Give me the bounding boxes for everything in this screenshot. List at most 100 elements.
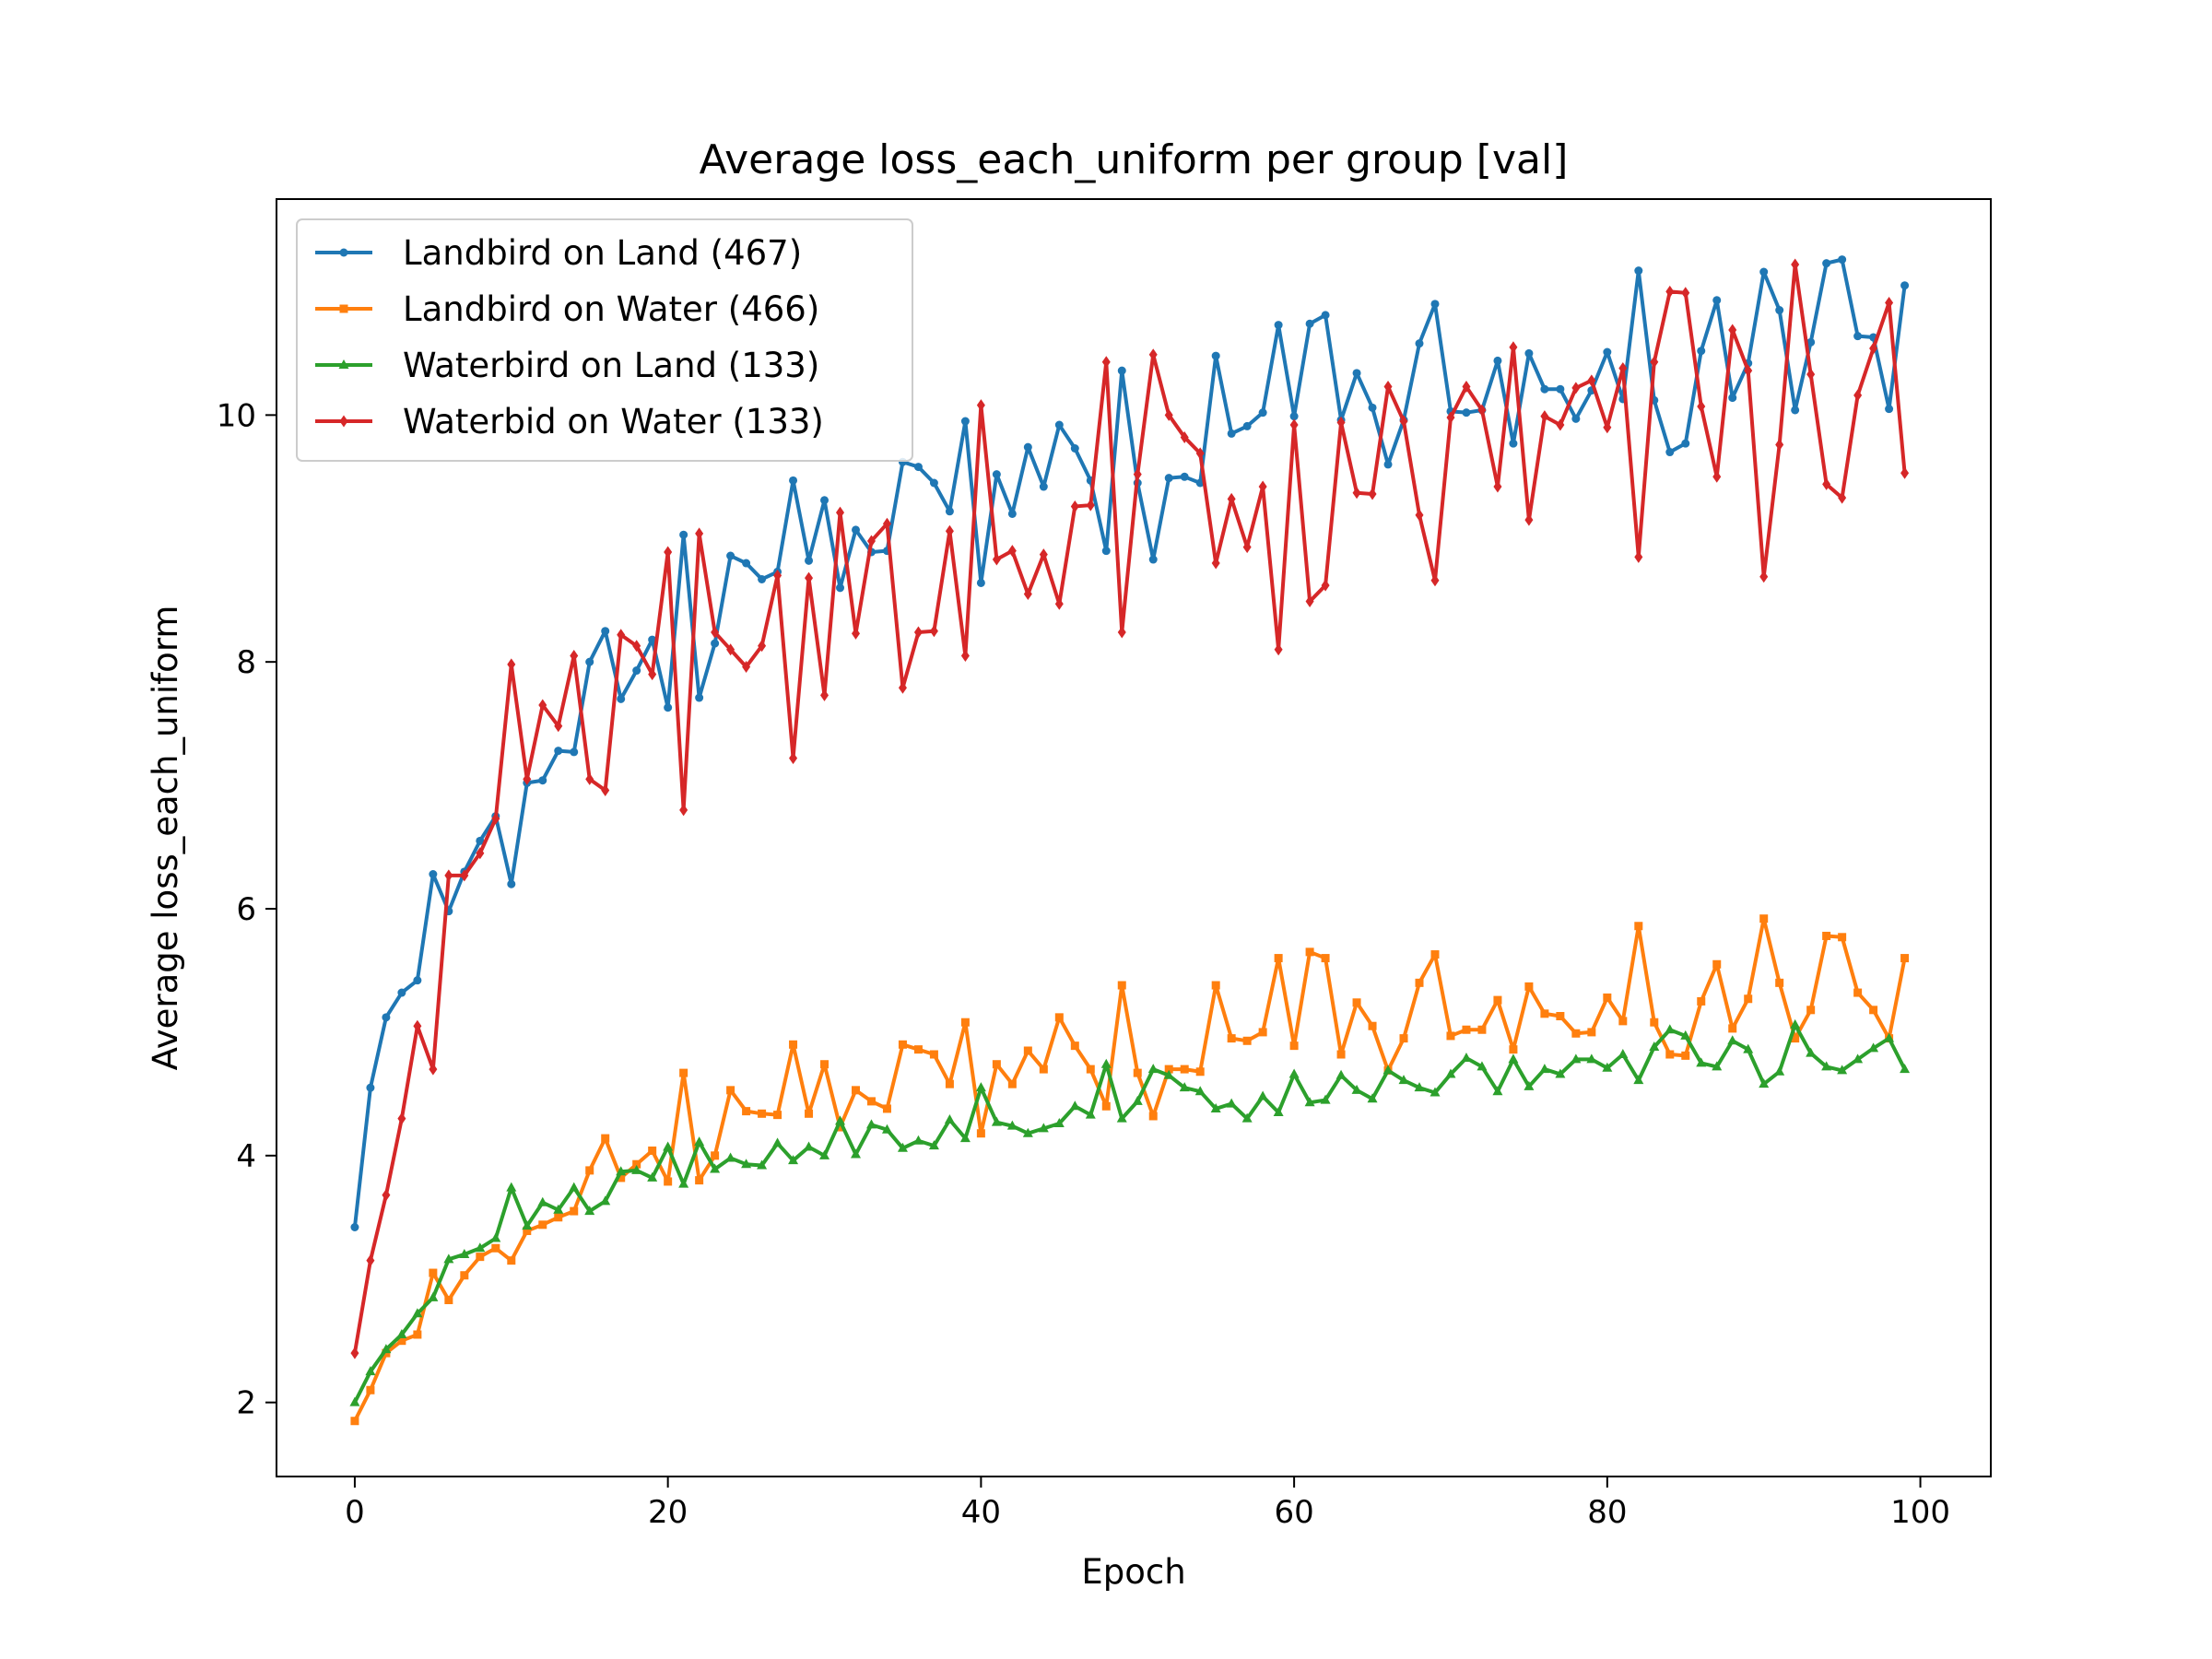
data-point <box>1603 347 1612 357</box>
data-point <box>1023 442 1032 452</box>
data-point <box>1336 1050 1346 1059</box>
data-point <box>1885 405 1894 414</box>
data-point <box>1587 374 1596 387</box>
data-point <box>1100 1058 1112 1068</box>
data-point <box>945 524 954 537</box>
data-point <box>1822 259 1831 268</box>
data-point <box>805 571 814 584</box>
data-point <box>365 1366 376 1376</box>
data-point <box>1210 1102 1221 1112</box>
data-point <box>631 1164 642 1174</box>
data-point <box>1869 1006 1878 1015</box>
data-point <box>537 1196 548 1206</box>
data-point <box>851 525 860 535</box>
data-point <box>1900 466 1910 479</box>
data-point <box>1148 348 1158 361</box>
y-tick-label: 2 <box>236 1385 256 1422</box>
data-point <box>1180 430 1189 443</box>
data-point <box>1101 1101 1111 1111</box>
data-point <box>1227 492 1236 505</box>
data-point <box>1133 1068 1142 1077</box>
legend: Landbird on Land (467) Landbird on Water … <box>296 218 913 462</box>
data-point <box>1791 1034 1800 1043</box>
data-point <box>1900 281 1910 290</box>
data-point <box>1085 1109 1096 1119</box>
series-line <box>352 262 1907 1356</box>
data-point <box>1039 1065 1048 1074</box>
data-point <box>1744 364 1753 377</box>
data-point <box>1649 1041 1660 1051</box>
data-point <box>1054 420 1064 429</box>
data-point <box>538 776 547 785</box>
data-point <box>881 1124 892 1134</box>
data-point <box>523 1227 532 1236</box>
data-point <box>1697 996 1706 1006</box>
x-tick-label: 80 <box>1587 1494 1627 1531</box>
data-point <box>1650 356 1659 369</box>
data-point <box>648 668 657 681</box>
data-point <box>976 1129 985 1138</box>
data-point <box>1368 1021 1377 1030</box>
data-point <box>1696 1057 1707 1067</box>
data-point <box>601 1134 610 1143</box>
data-point <box>1665 448 1675 457</box>
data-point <box>1415 509 1424 522</box>
data-point <box>1039 482 1048 491</box>
data-point <box>1462 1025 1471 1034</box>
data-point <box>382 1189 391 1202</box>
data-point <box>523 772 532 785</box>
data-point <box>1288 1068 1300 1078</box>
data-point <box>1759 571 1769 583</box>
data-point <box>1257 1090 1268 1100</box>
data-point <box>1493 480 1502 493</box>
data-point <box>1164 1065 1173 1074</box>
data-point <box>1226 1098 1237 1108</box>
data-point <box>820 688 830 701</box>
data-point <box>992 553 1001 566</box>
data-point <box>1900 1064 1911 1074</box>
data-point <box>476 1253 485 1262</box>
data-point <box>1305 319 1314 328</box>
data-point <box>569 1182 580 1192</box>
legend-label: Landbird on Water (466) <box>403 289 819 329</box>
data-point <box>1806 368 1816 381</box>
data-point <box>944 1113 955 1124</box>
data-point <box>632 640 641 653</box>
data-point <box>1007 1079 1017 1088</box>
series-landbird-on-water-466 <box>350 914 1910 1426</box>
data-point <box>1790 1018 1801 1029</box>
data-point <box>1258 408 1267 418</box>
data-point <box>1258 1028 1267 1037</box>
data-point <box>773 1111 782 1120</box>
data-point <box>805 556 814 565</box>
data-point <box>1853 988 1863 997</box>
legend-marker <box>339 304 348 313</box>
data-point <box>913 1045 923 1054</box>
data-point <box>1838 255 1847 265</box>
data-point <box>1132 1095 1143 1105</box>
data-point <box>959 1133 971 1143</box>
data-point <box>554 1213 563 1222</box>
series-line <box>352 916 1907 1423</box>
data-point <box>1681 1051 1690 1060</box>
data-point <box>507 879 516 888</box>
data-point <box>1211 351 1220 360</box>
x-axis-label: Epoch <box>1081 1552 1185 1592</box>
data-point <box>1587 1028 1596 1037</box>
data-point <box>1006 1120 1018 1130</box>
data-point <box>507 1256 516 1265</box>
data-point <box>1382 1065 1394 1075</box>
data-point <box>429 1063 438 1076</box>
data-point <box>476 836 485 845</box>
data-point <box>648 635 657 644</box>
data-point <box>1117 626 1126 639</box>
data-point <box>1712 470 1722 483</box>
y-tick-label: 6 <box>236 891 256 928</box>
series-line <box>352 257 1907 1230</box>
data-point <box>1070 500 1079 512</box>
data-point <box>459 1248 470 1258</box>
data-point <box>1571 382 1581 394</box>
data-point <box>711 639 720 648</box>
x-tick-label: 40 <box>961 1494 1001 1531</box>
data-point <box>1665 1050 1675 1059</box>
